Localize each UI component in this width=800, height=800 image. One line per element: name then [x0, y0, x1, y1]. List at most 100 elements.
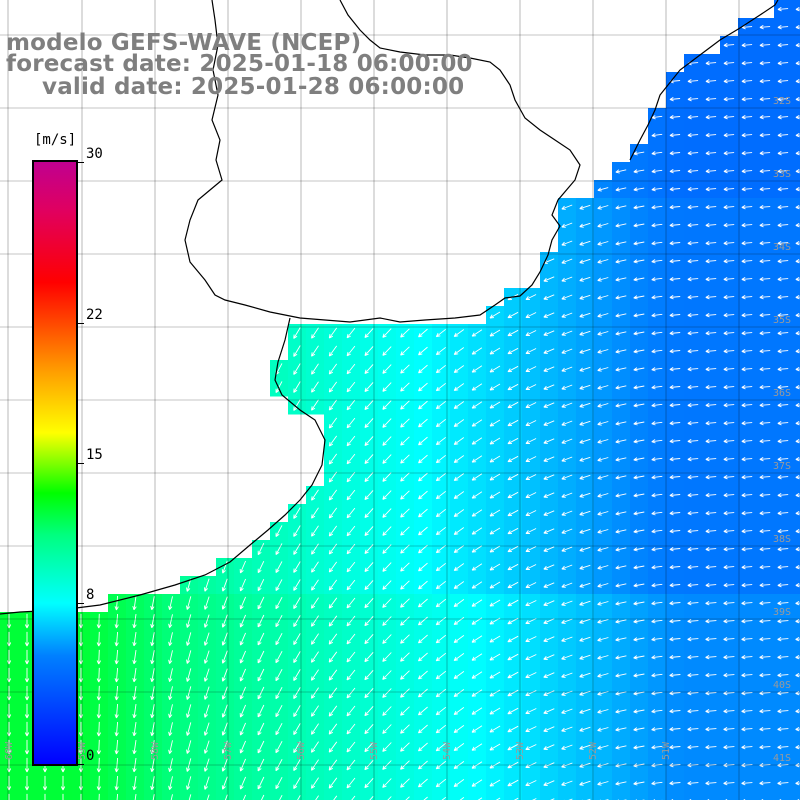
wind-arrow: [507, 419, 519, 427]
wind-arrow: [78, 649, 84, 665]
wind-arrow: [669, 313, 681, 318]
wind-arrow: [114, 703, 119, 719]
wind-arrow: [489, 347, 501, 355]
wind-arrow: [687, 115, 699, 120]
wind-arrow: [275, 686, 283, 700]
wind-arrow: [400, 598, 410, 608]
wind-arrow: [705, 223, 717, 228]
wind-arrow: [346, 327, 356, 339]
wind-arrow: [759, 313, 771, 318]
wind-arrow: [687, 781, 699, 786]
coastline-east: [629, 0, 779, 161]
wind-arrow: [489, 329, 501, 337]
wind-arrow: [453, 437, 465, 445]
wind-arrow: [471, 509, 483, 517]
wind-arrow: [239, 650, 247, 664]
wind-arrow: [777, 637, 789, 642]
wind-arrow: [400, 418, 410, 428]
wind-arrow: [418, 508, 428, 518]
wind-arrow: [723, 655, 735, 660]
wind-arrow: [364, 652, 374, 663]
wind-arrow: [203, 722, 210, 736]
wind-arrow: [78, 757, 84, 773]
wind-arrow: [633, 745, 645, 750]
lon-label: 52W: [588, 741, 599, 760]
wind-arrow: [293, 759, 301, 771]
wind-arrow: [400, 688, 410, 698]
wind-arrow: [795, 223, 800, 228]
wind-arrow: [507, 779, 519, 787]
wind-arrow: [705, 529, 717, 534]
wind-arrow: [382, 598, 392, 608]
wind-arrow: [633, 673, 645, 678]
wind-arrow: [579, 564, 591, 570]
wind-arrow: [382, 454, 392, 464]
wind-arrow: [777, 7, 789, 12]
wind-arrow: [543, 564, 555, 570]
wind-arrow: [705, 385, 717, 390]
wind-arrow: [651, 709, 663, 714]
wind-arrow: [669, 349, 681, 354]
wind-arrow: [417, 724, 428, 734]
wind-cell: [270, 792, 289, 800]
wind-arrow: [275, 596, 283, 610]
wind-arrow: [759, 169, 771, 174]
wind-arrow: [242, 794, 247, 800]
wind-arrow: [471, 419, 483, 427]
wind-arrow: [741, 97, 753, 102]
wind-arrow: [741, 115, 753, 120]
wind-arrow: [777, 61, 789, 66]
wind-arrow: [597, 277, 609, 282]
wind-arrow: [275, 776, 283, 790]
wind-arrow: [224, 794, 228, 800]
wind-arrow: [507, 653, 519, 661]
wind-arrow: [633, 241, 645, 246]
wind-arrow: [186, 758, 192, 772]
wind-arrow: [346, 597, 356, 609]
wind-arrow: [795, 43, 800, 48]
wind-arrow: [114, 649, 119, 665]
wind-arrow: [459, 797, 465, 800]
wind-arrow: [471, 365, 483, 373]
wind-arrow: [615, 673, 627, 678]
wind-arrow: [489, 545, 501, 553]
wind-arrow: [525, 672, 537, 678]
wind-arrow: [615, 619, 627, 624]
wind-arrow: [328, 687, 338, 699]
wind-arrow: [579, 780, 591, 786]
wind-arrow: [489, 383, 501, 391]
wind-arrow: [186, 722, 192, 736]
wind-arrow: [669, 655, 681, 660]
wind-cell: [144, 792, 163, 800]
wind-arrow: [615, 493, 627, 498]
wind-arrow: [669, 691, 681, 696]
wind-arrow: [293, 525, 301, 537]
wind-arrow: [525, 348, 537, 354]
wind-arrow: [382, 472, 392, 482]
wind-arrow: [669, 781, 681, 786]
wind-arrow: [633, 295, 645, 300]
wind-arrow: [705, 781, 717, 786]
wind-arrow: [417, 742, 428, 752]
wind-arrow: [561, 204, 573, 210]
wind-arrow: [723, 727, 735, 732]
wind-cell: [558, 792, 577, 800]
wind-arrow: [543, 690, 555, 696]
wind-arrow: [543, 726, 555, 732]
wind-arrow: [543, 582, 555, 588]
wind-arrow: [759, 331, 771, 336]
wind-arrow: [777, 349, 789, 354]
wind-arrow: [777, 691, 789, 696]
wind-arrow: [364, 418, 374, 429]
wind-arrow: [310, 777, 319, 789]
wind-arrow: [311, 561, 319, 573]
wind-arrow: [525, 744, 537, 750]
wind-arrow: [400, 382, 410, 392]
wind-arrow: [328, 561, 338, 573]
wind-arrow: [203, 740, 210, 754]
wind-arrow: [114, 667, 119, 683]
wind-arrow: [759, 475, 771, 480]
wind-arrow: [561, 240, 573, 246]
wind-arrow: [795, 637, 800, 642]
wind-arrow: [795, 475, 800, 480]
